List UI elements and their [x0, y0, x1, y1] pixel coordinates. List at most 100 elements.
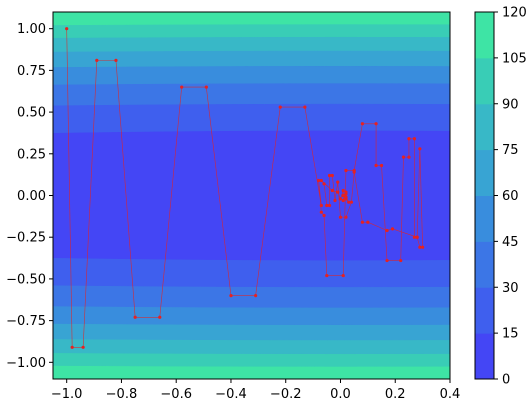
colorbar-segment [475, 287, 494, 334]
path-point [390, 227, 395, 231]
contour-bands [53, 12, 450, 379]
optimizer-path [65, 27, 425, 349]
colorbar-segment [475, 333, 494, 380]
path-point [352, 170, 356, 174]
y-tick-label: −0.25 [6, 231, 46, 246]
path-point [327, 203, 332, 208]
path-point [95, 58, 99, 62]
path-point [254, 293, 258, 298]
path-point [385, 228, 389, 233]
colorbar-tick-label: 105 [502, 51, 527, 66]
colorbar-segment [475, 12, 494, 59]
path-point [327, 173, 332, 178]
colorbar-tick-label: 120 [502, 6, 527, 21]
y-tick-label: −0.50 [6, 272, 46, 287]
colorbar-segment [475, 57, 494, 105]
path-point [344, 195, 348, 199]
y-tick-label: 0.00 [17, 189, 46, 204]
x-tick-label: −0.8 [106, 387, 138, 402]
path-point [319, 178, 323, 183]
path-point [114, 58, 118, 62]
contour-band-0 [53, 130, 450, 261]
path-point [341, 273, 345, 278]
path-point [344, 190, 348, 194]
path-point [65, 27, 69, 31]
path-point [316, 178, 321, 183]
path-point [374, 163, 378, 168]
colorbar-segment [475, 103, 494, 151]
colorbar-tick-label: 0 [502, 373, 510, 388]
path-point [336, 180, 340, 184]
path-point [303, 105, 307, 109]
path-point [341, 198, 345, 203]
x-tick-label: −0.6 [160, 387, 192, 402]
path-point [70, 345, 74, 349]
path-point [344, 168, 348, 173]
path-point [374, 122, 378, 126]
y-axis: 1.00 0.75 0.50 0.25 0.00 −0.25 −0.50 −0.75 −1.00 [6, 22, 53, 371]
path-point [330, 173, 334, 178]
colorbar-tick-label: 30 [502, 281, 519, 296]
path-point [360, 122, 364, 126]
path-point [319, 203, 323, 208]
path-point [229, 293, 233, 298]
path-point [379, 163, 384, 168]
colorbar-tick-label: 75 [502, 143, 519, 158]
path-point [418, 147, 422, 151]
colorbar-tick-label: 90 [502, 97, 519, 112]
path-point [180, 85, 184, 89]
path-point [366, 220, 370, 224]
x-tick-label: −0.4 [215, 387, 247, 402]
path-point [415, 235, 419, 239]
path-point [418, 245, 422, 249]
path-point [322, 213, 326, 218]
path-point [401, 155, 406, 159]
y-tick-label: 0.50 [17, 106, 46, 121]
colorbar-segment [475, 241, 494, 288]
path-point [349, 200, 354, 204]
path-point [344, 215, 348, 219]
path-point [412, 235, 417, 239]
x-tick-label: 0.4 [440, 387, 461, 402]
y-tick-label: −1.00 [6, 356, 46, 371]
x-tick-label: 0.2 [385, 387, 406, 402]
path-point [158, 315, 162, 319]
path-point [407, 137, 411, 141]
y-tick-label: 0.25 [17, 147, 46, 162]
path-point [133, 315, 137, 319]
path-point [341, 188, 345, 193]
colorbar-tick-label: 45 [502, 235, 519, 250]
path-point [204, 85, 208, 89]
path-point [338, 215, 343, 219]
path-point [330, 188, 334, 193]
path-point [407, 155, 411, 159]
path-point [360, 220, 364, 224]
path-point [399, 258, 403, 263]
y-tick-label: 1.00 [17, 22, 46, 37]
path-point [278, 105, 282, 109]
x-tick-label: 0.0 [330, 387, 351, 402]
path-point [347, 200, 351, 204]
path-point [385, 258, 389, 263]
path-point [333, 198, 337, 203]
y-tick-label: −0.75 [6, 314, 46, 329]
path-point [325, 203, 329, 208]
path-point [338, 197, 343, 201]
path-point [341, 193, 345, 198]
colorbar: 0 15 30 45 60 75 90 105 120 [474, 6, 527, 388]
colorbar-tick-label: 15 [502, 327, 519, 342]
x-axis: −1.0 −0.8 −0.6 −0.4 −0.2 0.0 0.2 0.4 [51, 379, 460, 402]
x-tick-label: −0.2 [270, 387, 302, 402]
path-point [81, 345, 85, 349]
x-tick-label: −1.0 [51, 387, 83, 402]
path-point [421, 245, 425, 249]
colorbar-tick-label: 60 [502, 189, 519, 204]
path-point [412, 137, 417, 141]
path-point [322, 182, 326, 186]
path-point [325, 273, 329, 278]
colorbar-segment [475, 195, 494, 242]
y-tick-label: 0.75 [17, 64, 46, 79]
path-point [319, 210, 323, 214]
path-point [336, 190, 340, 194]
